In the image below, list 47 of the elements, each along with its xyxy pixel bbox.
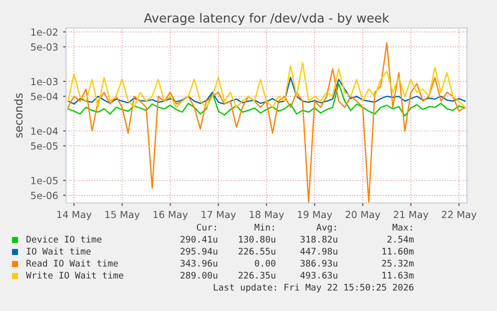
x-tick-label: 17 May: [202, 210, 236, 220]
text: 295.94u: [180, 248, 218, 255]
y-tick-label: 1e-04: [31, 127, 58, 135]
legend-label: IO Wait time: [26, 248, 91, 255]
text: 290.41u: [180, 236, 218, 243]
x-tick-label: 15 May: [105, 210, 140, 220]
y-tick-label: 5e-04: [31, 92, 58, 100]
text: Max:: [392, 224, 412, 231]
text: 0.00: [254, 260, 276, 267]
legend-label: Device IO time: [26, 236, 102, 243]
y-tick-label: 5e-03: [31, 43, 58, 51]
y-tick-label: 5e-05: [31, 142, 58, 150]
text: 493.63u: [300, 272, 338, 279]
y-tick-label: 1e-03: [31, 78, 58, 86]
text: Last update: Fri May 22 15:50:25 2026: [214, 284, 414, 292]
text: 130.80u: [239, 236, 276, 243]
text: 289.00u: [180, 272, 218, 279]
x-tick-label: 22 May: [442, 210, 476, 220]
text: 2.54m: [387, 236, 414, 243]
text: Cur:: [196, 224, 216, 231]
line-series: [67, 62, 466, 108]
x-tick-label: 19 May: [298, 210, 332, 220]
text: Min:: [254, 224, 274, 231]
text: Avg:: [316, 224, 336, 232]
text: 386.93u: [300, 260, 338, 267]
text: 447.98u: [300, 248, 338, 255]
y-tick-label: 1e-05: [31, 176, 58, 184]
legend-label: Read IO Wait time: [26, 260, 118, 267]
x-tick-label: 21 May: [394, 210, 428, 220]
y-tick-label: 1e-02: [31, 28, 58, 36]
legend-label: Write IO Wait time: [26, 272, 124, 279]
x-tick-label: 20 May: [346, 210, 380, 220]
chart-title: Average latency for /dev/vda - by week: [144, 12, 390, 26]
x-tick-label: 16 May: [154, 210, 188, 220]
y-tick-label: 5e-06: [31, 192, 58, 200]
text: 343.96u: [180, 260, 218, 267]
x-tick-label: 18 May: [250, 210, 284, 220]
text: 11.60m: [382, 248, 414, 255]
text: 226.55u: [238, 248, 276, 255]
text: 318.82u: [300, 236, 338, 243]
y-axis-title: seconds: [14, 93, 23, 138]
line-series: [67, 83, 466, 117]
x-tick-label: 14 May: [57, 210, 92, 220]
text: 226.35u: [238, 272, 276, 279]
line-series: [67, 76, 466, 105]
text: 25.32m: [382, 260, 414, 267]
text: 11.63m: [382, 272, 414, 279]
